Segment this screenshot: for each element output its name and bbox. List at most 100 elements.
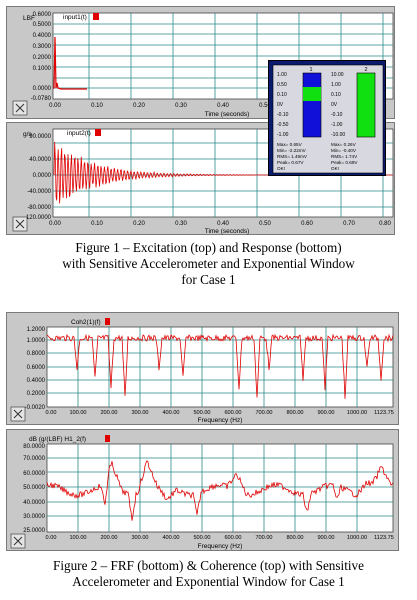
meter-2-stat: OK! [331,166,339,171]
frf-trace-swatch [105,435,110,442]
x-tick: 400.00 [162,535,179,541]
excitation-xlabel: Time (seconds) [205,111,250,118]
x-tick: 1000.00 [347,410,367,416]
y-tick: 0.5000 [33,22,52,28]
caption-line: Figure 2 – FRF (bottom) & Coherence (top… [53,558,364,573]
excitation-plot: LBF input1(t) 0.6000 0.5000 0.4000 0.300… [12,12,394,118]
y-tick: 40.0000 [29,157,51,163]
y-tick: 50.0000 [23,485,45,491]
zoom-fit-icon[interactable] [10,533,26,549]
level-meter-popup[interactable]: 1 2 1.00 0.50 0.10 0V -0.10 -0.50 -1.00 … [268,60,386,176]
x-tick: 300.00 [131,535,148,541]
figure2-coherence-window: Coh2(1)(f) 1.2000 1.0000 0.8000 0.6000 0… [6,312,399,425]
meter-1-scale: -1.00 [277,132,289,138]
coherence-plot: Coh2(1)(f) 1.2000 1.0000 0.8000 0.6000 0… [10,318,394,424]
y-tick: 40.0000 [23,500,45,506]
y-tick: 0.3000 [33,44,52,50]
x-tick: 800.00 [286,535,303,541]
x-tick: 500.00 [193,535,210,541]
y-tick: 0.8000 [27,351,46,357]
x-tick: 600.00 [224,535,241,541]
y-tick: 30.0000 [23,514,45,520]
response-ylabel: g/s [23,131,32,138]
y-tick: -120.0000 [24,215,52,221]
y-tick: 0.0000 [33,173,52,179]
x-tick: 800.00 [286,410,303,416]
y-tick: 0.2000 [27,391,46,397]
x-tick: 0.50 [259,103,271,109]
x-tick: 0.40 [217,103,229,109]
x-tick: 0.10 [91,221,103,227]
x-tick: 600.00 [224,410,241,416]
caption-line: for Case 1 [181,272,236,287]
x-tick: 0.40 [217,221,229,227]
y-tick: 0.2000 [33,55,52,61]
meter-1-stat: Peak= 0.67V [277,160,304,165]
x-tick: 0.50 [259,221,271,227]
meter-2-scale: -10.00 [331,132,345,138]
x-tick: 100.00 [69,535,86,541]
response-trace-name: input2(t) [67,130,91,137]
meter-2-stat: Min= -0.40V [331,148,357,153]
x-tick: 0.00 [49,221,61,227]
x-tick: 1123.75 [374,535,394,541]
y-tick: -0.0780 [31,96,52,102]
meter-1-stat: RMS= 1.49mV [277,154,308,159]
meter-2-stat: RMS= 1.74V [331,154,358,159]
x-tick: 700.00 [255,535,272,541]
x-tick: 0.80 [379,221,391,227]
meter-2-scale: -0.10 [331,112,343,118]
meter-2-scale: -1.00 [331,122,343,128]
y-tick: 0.6000 [33,12,52,18]
coherence-trace-swatch [105,318,110,325]
zoom-fit-icon[interactable] [10,406,26,422]
response-trace-swatch [95,129,101,136]
x-tick: 700.00 [255,410,272,416]
excitation-trace-name: input1(t) [63,14,87,21]
frf-plot: dB (g/(LBF) H1_2(f) 80.0000 70.0000 60.0… [10,435,394,550]
figure2-caption: Figure 2 – FRF (bottom) & Coherence (top… [0,558,417,590]
x-tick: 200.00 [100,410,117,416]
y-tick: 0.0000 [33,86,52,92]
x-tick: 1123.75 [374,410,394,416]
meter-2-scale: 1.00 [331,82,341,88]
y-tick: 0.6000 [27,365,46,371]
meter-2-stat: Peak= 0.69V [331,160,358,165]
meter-2-bar [356,72,376,138]
x-tick: 0.00 [49,103,61,109]
caption-line: with Sensitive Accelerometer and Exponen… [62,256,355,271]
y-tick: 70.0000 [23,456,45,462]
frf-trace [46,460,394,521]
y-tick: 60.0000 [23,471,45,477]
y-tick: 90.0000 [29,134,51,140]
y-tick: 0.4000 [27,378,46,384]
x-tick: 0.00 [46,535,57,541]
x-tick: 0.00 [46,410,57,416]
x-tick: 0.30 [175,103,187,109]
meter-1-stat: Max= 0.65V [277,142,303,147]
excitation-pulse [53,36,87,90]
meter-1-scale: -0.50 [277,122,289,128]
y-tick: 0.4000 [33,33,52,39]
coherence-trace [46,333,394,399]
y-tick: 80.0000 [23,444,45,450]
figure1-caption: Figure 1 – Excitation (top) and Response… [0,240,417,288]
zoom-fit-icon[interactable] [12,100,28,116]
x-tick: 0.30 [175,221,187,227]
x-tick: 0.20 [133,103,145,109]
x-tick: 900.00 [317,535,334,541]
x-tick: 0.10 [91,103,103,109]
channel-1-label: 1 [309,67,312,73]
zoom-fit-icon[interactable] [12,216,28,232]
meter-2-scale: 0.10 [331,92,341,98]
meter-2-stat: Max= 0.26V [331,142,357,147]
excitation-ylabel: LBF [23,15,35,22]
y-tick: 1.2000 [27,327,46,333]
x-tick: 500.00 [193,410,210,416]
x-tick: 400.00 [162,410,179,416]
y-tick: -40.0000 [27,189,51,195]
x-tick: 300.00 [131,410,148,416]
excitation-trace-swatch [93,13,99,20]
coherence-xlabel: Frequency (Hz) [198,417,243,424]
x-tick: 200.00 [100,535,117,541]
